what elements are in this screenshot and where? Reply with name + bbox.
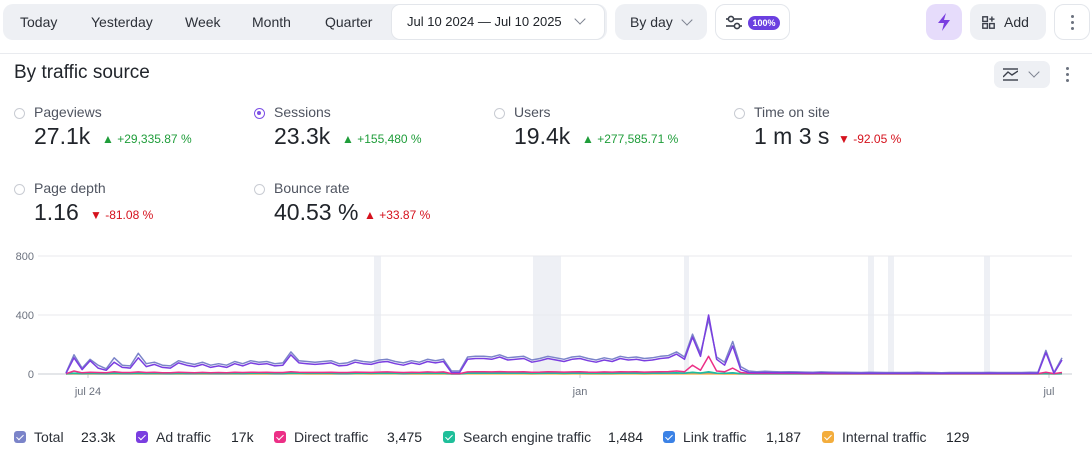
metric-delta: ▲ +29,335.87 % [102,132,192,146]
legend-label: Direct traffic [294,429,369,445]
toolbar: Today Yesterday Week Month Quarter Jul 1… [0,0,1092,44]
metric-radio-selected[interactable] [254,108,265,119]
legend-label: Ad traffic [156,429,211,445]
metric-label: Bounce rate [274,180,350,196]
metric-radio[interactable] [494,108,505,119]
legend-value: 3,475 [387,429,423,445]
metric-radio[interactable] [254,184,265,195]
period-week[interactable]: Week [185,14,221,30]
y-tick-label: 400 [16,310,34,322]
series-line-ad-traffic [65,314,1063,375]
date-range-picker[interactable]: Jul 10 2024 — Jul 10 2025 [391,4,605,40]
legend-checkbox[interactable] [136,431,148,443]
metric-label: Sessions [274,104,331,120]
sliders-icon [726,15,742,30]
legend-value: 23.3k [81,429,116,445]
legend-label: Search engine traffic [463,429,592,445]
report-title: By traffic source [14,62,150,83]
toolbar-divider [0,53,1092,54]
metric-delta: ▲ +277,585.71 % [582,132,679,146]
sampling-badge: 100% [748,16,780,30]
legend-checkbox[interactable] [14,431,26,443]
metric-label: Users [514,104,551,120]
traffic-line-chart: 800 400 0 jul 24 jan jul [16,251,1072,398]
metric-value: 27.1k [34,123,91,149]
legend-label: Total [34,429,64,445]
report-more-icon[interactable] [1062,63,1072,87]
grouping-select[interactable]: By day [615,4,707,40]
metric-label: Time on site [754,104,830,120]
chevron-down-icon [574,13,586,25]
sampling-button[interactable]: 100% [715,4,790,40]
series-line-total [65,318,1063,374]
legend-label: Link traffic [683,429,747,445]
lightning-icon [938,13,950,31]
x-tick-label: jan [572,386,588,398]
metric-delta: ▼ -92.05 % [838,132,902,146]
chart-settings-button[interactable] [994,61,1050,88]
legend-checkbox[interactable] [822,431,834,443]
period-month[interactable]: Month [252,14,291,30]
metric-label: Page depth [34,180,106,196]
metric-delta: ▲ +33.87 % [364,208,431,222]
widgets-icon [982,16,995,29]
chevron-down-icon [1028,66,1040,78]
add-label: Add [1004,14,1029,30]
legend-checkbox[interactable] [274,431,286,443]
x-tick-label: jul [1042,386,1054,398]
date-range-label: Jul 10 2024 — Jul 10 2025 [407,14,562,29]
period-quarter[interactable]: Quarter [325,14,373,30]
x-tick-label: jul 24 [74,386,101,398]
chart-legend: Total 23.3k Ad traffic 17k Direct traffi… [0,428,1092,450]
y-tick-label: 800 [16,251,34,263]
period-today[interactable]: Today [20,14,58,30]
legend-label: Internal traffic [842,429,927,445]
y-tick-label: 0 [28,369,34,381]
metric-radio[interactable] [14,184,25,195]
metric-value: 19.4k [514,123,571,149]
add-widget-button[interactable]: Add [970,4,1046,40]
period-yesterday[interactable]: Yesterday [91,14,153,30]
legend-value: 1,187 [766,429,802,445]
metric-delta: ▲ +155,480 % [342,132,422,146]
metric-label: Pageviews [34,104,102,120]
legend-value: 1,484 [608,429,644,445]
legend-value: 17k [231,429,254,445]
metric-radio[interactable] [734,108,745,119]
chart-settings-icon [1003,68,1018,81]
legend-checkbox[interactable] [443,431,455,443]
legend-checkbox[interactable] [663,431,675,443]
chevron-down-icon [681,14,693,26]
metric-radio[interactable] [14,108,25,119]
metric-delta: ▼ -81.08 % [90,208,154,222]
metric-value: 1 m 3 s [754,123,830,149]
metric-value: 23.3k [274,123,331,149]
grouping-label: By day [630,14,673,30]
lightning-button[interactable] [926,4,962,40]
metric-value: 1.16 [34,199,79,225]
metric-value: 40.53 % [274,199,359,225]
legend-value: 129 [946,429,970,445]
more-button[interactable] [1054,4,1090,40]
